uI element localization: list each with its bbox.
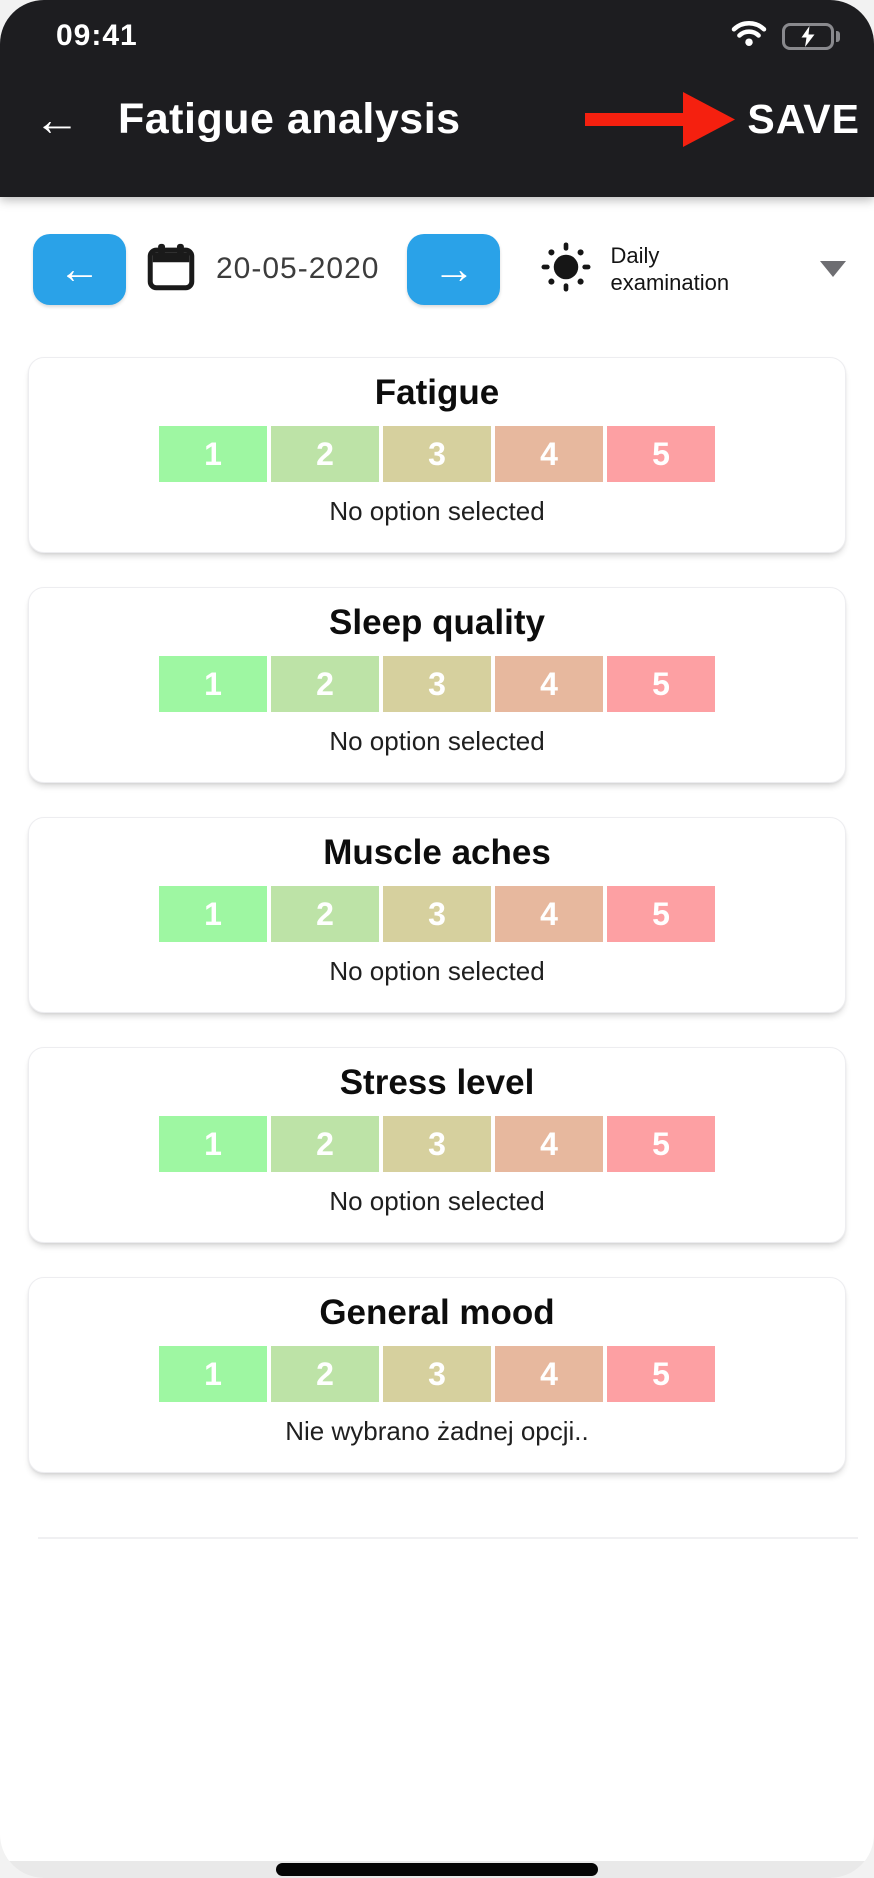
wifi-icon: [731, 20, 767, 52]
card-status: Nie wybrano żadnej opcji..: [285, 1416, 589, 1446]
rating-option-2[interactable]: 2: [271, 886, 379, 942]
sun-icon: [538, 239, 594, 300]
back-icon[interactable]: ←: [34, 93, 80, 145]
card-title: Fatigue: [374, 373, 500, 412]
date-toolbar: ← 20-05-2020 →: [0, 233, 874, 305]
rating-option-3[interactable]: 3: [383, 426, 491, 482]
red-annotation-arrow-icon: [585, 92, 736, 147]
rating-option-3[interactable]: 3: [383, 656, 491, 712]
next-day-button[interactable]: →: [407, 233, 501, 305]
card-title: Stress level: [339, 1063, 535, 1102]
rating-option-3[interactable]: 3: [383, 1116, 491, 1172]
rating-option-4[interactable]: 4: [495, 426, 603, 482]
save-button[interactable]: SAVE: [747, 95, 860, 142]
rating-option-2[interactable]: 2: [271, 426, 379, 482]
rating-option-4[interactable]: 4: [495, 1346, 603, 1402]
rating-option-3[interactable]: 3: [383, 886, 491, 942]
rating-option-1[interactable]: 1: [159, 656, 267, 712]
rating-option-5[interactable]: 5: [607, 426, 715, 482]
charging-bolt-icon: [785, 25, 831, 47]
card-title: Muscle aches: [323, 833, 551, 872]
rating-option-1[interactable]: 1: [159, 1346, 267, 1402]
exam-type-dropdown[interactable]: Daily examination: [538, 239, 858, 300]
rating-option-5[interactable]: 5: [607, 656, 715, 712]
exam-type-line2: examination: [610, 270, 730, 295]
app-header: 09:41: [0, 0, 874, 197]
rating-option-5[interactable]: 5: [607, 886, 715, 942]
rating-option-1[interactable]: 1: [159, 1116, 267, 1172]
selected-date[interactable]: 20-05-2020: [216, 252, 380, 285]
rating-option-4[interactable]: 4: [495, 656, 603, 712]
card-status: No option selected: [329, 496, 545, 526]
home-indicator[interactable]: [276, 1863, 598, 1876]
chevron-down-icon[interactable]: [820, 261, 846, 277]
rating-option-1[interactable]: 1: [159, 426, 267, 482]
rating-option-4[interactable]: 4: [495, 886, 603, 942]
rating-option-2[interactable]: 2: [271, 656, 379, 712]
card-status: No option selected: [329, 726, 545, 756]
rating-option-5[interactable]: 5: [607, 1346, 715, 1402]
exam-type-label: Daily examination: [610, 242, 729, 296]
card-title: General mood: [319, 1293, 555, 1332]
rating-option-4[interactable]: 4: [495, 1116, 603, 1172]
card-title: Sleep quality: [329, 603, 545, 642]
status-bar: 09:41: [0, 0, 874, 56]
divider: [38, 1537, 858, 1539]
header-nav-row: ← Fatigue analysis SAVE: [0, 88, 874, 150]
empty-space: [0, 1539, 874, 1861]
rating-option-1[interactable]: 1: [159, 886, 267, 942]
rating-option-2[interactable]: 2: [271, 1346, 379, 1402]
card-status: No option selected: [329, 956, 545, 986]
calendar-icon[interactable]: [146, 242, 196, 297]
rating-option-3[interactable]: 3: [383, 1346, 491, 1402]
battery-icon: [782, 22, 840, 50]
previous-day-button[interactable]: ←: [33, 233, 126, 305]
rating-option-2[interactable]: 2: [271, 1116, 379, 1172]
rating-option-5[interactable]: 5: [607, 1116, 715, 1172]
exam-type-line1: Daily: [610, 243, 660, 268]
card-status: No option selected: [329, 1186, 545, 1216]
status-icons: [731, 20, 840, 52]
page-title: Fatigue analysis: [118, 94, 461, 143]
clock: 09:41: [56, 19, 138, 52]
bottom-strip: [0, 1861, 874, 1878]
